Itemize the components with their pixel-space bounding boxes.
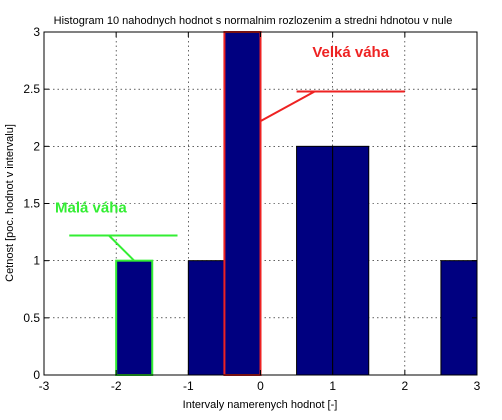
annotation-leader [108,234,135,262]
annotation-label: Velká váha [312,44,389,61]
histogram-bar [115,260,153,376]
y-tick-label: 3 [33,25,40,39]
y-tick-label: 0.5 [23,311,40,325]
x-tick-label: -1 [183,379,194,393]
y-tick-label: 0 [33,368,40,382]
histogram-bar [187,260,225,376]
y-tick-label: 1.5 [23,197,40,211]
x-tick-label: -3 [39,379,50,393]
annotation-label: Malá váha [55,200,127,217]
x-axis-label: Intervaly namerenych hodnot [-] [183,399,338,411]
x-tick-label: -2 [111,379,122,393]
annotations: Malá váha Velká váha [55,44,405,262]
y-axis-label: Cetnost [poc. hodnot v intervalu] [4,124,16,282]
histogram-bar [223,31,262,376]
x-tick-label: 2 [401,379,408,393]
y-axis-ticks: 0 0.5 1 1.5 2 2.5 3 [23,25,477,382]
y-tick-label: 2 [33,139,40,153]
annotation-leader [260,90,316,123]
x-tick-label: 0 [257,379,264,393]
histogram-bar [296,145,334,376]
y-tick-label: 1 [33,254,40,268]
histogram-bars [115,31,478,376]
x-tick-label: 1 [329,379,336,393]
y-tick-label: 2.5 [23,82,40,96]
chart-title: Histogram 10 nahodnych hodnot s normalni… [54,15,453,27]
x-tick-label: 3 [474,379,481,393]
histogram-bar [332,145,370,376]
x-axis-ticks: -3 -2 -1 0 1 2 3 [39,32,481,393]
histogram-bar [440,260,478,376]
